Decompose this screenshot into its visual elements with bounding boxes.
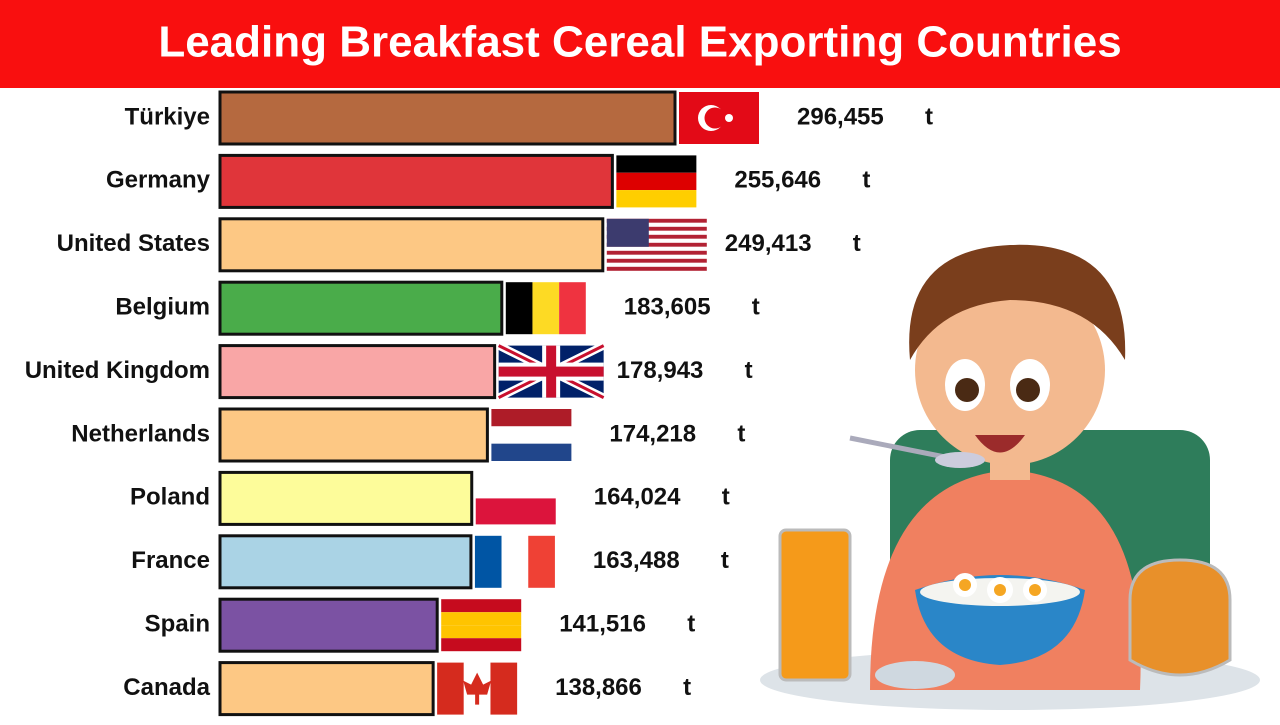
flag-stripe <box>491 409 572 427</box>
flag-stripe <box>490 662 518 715</box>
unit-label: t <box>752 294 760 321</box>
category-label: Belgium <box>115 294 210 321</box>
flag-stripe <box>559 282 586 335</box>
flag-stripe <box>532 282 560 335</box>
flag-stripe <box>491 426 572 444</box>
chart-title: Leading Breakfast Cereal Exporting Count… <box>158 18 1121 67</box>
illustration <box>760 244 1260 710</box>
flag-stripe <box>606 230 707 235</box>
flag-symbol <box>704 107 726 129</box>
unit-label: t <box>683 674 691 701</box>
flag-stripe <box>437 662 464 715</box>
flag-stripe <box>606 234 707 239</box>
flag-stripe <box>616 190 697 208</box>
flag-stripe <box>475 498 556 525</box>
flag-stripe <box>475 472 556 499</box>
flag-stripe <box>474 535 502 588</box>
value-label: 255,646 <box>734 167 821 194</box>
flag <box>606 218 707 271</box>
unit-label: t <box>721 547 729 574</box>
bar <box>218 217 605 273</box>
unit-label: t <box>853 230 861 257</box>
category-label: Spain <box>145 611 210 638</box>
bar <box>218 344 497 400</box>
bar <box>218 534 473 590</box>
flag-stripe <box>606 222 707 227</box>
category-label: France <box>131 547 210 574</box>
flag <box>475 472 556 525</box>
bar <box>218 661 435 717</box>
bar <box>218 597 439 653</box>
bar <box>218 470 474 526</box>
category-label: United States <box>57 230 210 257</box>
flag <box>616 155 697 208</box>
value-label: 164,024 <box>594 484 681 511</box>
flag <box>437 662 518 715</box>
bar <box>218 153 614 209</box>
bar <box>218 407 489 463</box>
category-label: Poland <box>130 484 210 511</box>
category-label: Germany <box>106 167 211 194</box>
flag-stripe <box>491 443 572 461</box>
flag-stripe <box>606 238 707 243</box>
unit-label: t <box>862 167 870 194</box>
flag-stripe <box>606 218 707 223</box>
title-bar <box>0 0 1280 88</box>
flag-stripe <box>616 172 697 191</box>
flag-stripe <box>441 599 522 613</box>
flag-stripe <box>606 250 707 255</box>
flag <box>441 599 522 652</box>
value-label: 141,516 <box>559 611 646 638</box>
flag-symbol <box>725 114 733 122</box>
category-label: United Kingdom <box>25 357 210 384</box>
value-label: 178,943 <box>617 357 704 384</box>
flag <box>496 342 606 402</box>
value-label: 138,866 <box>555 674 642 701</box>
flag-stripe <box>528 535 555 588</box>
flag-stripe <box>501 535 529 588</box>
bar <box>218 90 677 146</box>
flag <box>474 535 555 588</box>
flag-stripe <box>606 246 707 251</box>
flag-stripe <box>441 638 522 652</box>
unit-label: t <box>687 611 695 638</box>
bar <box>218 280 504 336</box>
value-label: 296,455 <box>797 103 884 130</box>
flag-stripe <box>441 612 522 626</box>
category-label: Türkiye <box>125 103 210 130</box>
flag-symbol <box>463 672 492 705</box>
flag-stripe <box>606 266 707 271</box>
value-label: 249,413 <box>725 230 812 257</box>
flag <box>679 92 759 144</box>
unit-label: t <box>745 357 753 384</box>
value-label: 174,218 <box>609 420 696 447</box>
flag <box>505 282 586 335</box>
unit-label: t <box>737 420 745 447</box>
value-label: 163,488 <box>593 547 680 574</box>
flag-canton <box>606 218 649 247</box>
category-label: Canada <box>123 674 210 701</box>
flag-stripe <box>606 258 707 263</box>
unit-label: t <box>722 484 730 511</box>
flag <box>491 409 572 461</box>
flag-stripe <box>606 262 707 267</box>
flag-stripe <box>606 254 707 259</box>
flag-stripe <box>505 282 533 335</box>
flag-stripe <box>606 226 707 231</box>
category-label: Netherlands <box>71 420 210 447</box>
flag-stripe <box>606 242 707 247</box>
flag-stripe <box>616 155 697 173</box>
flag-cross <box>498 366 604 377</box>
flag-stripe <box>441 625 522 639</box>
value-label: 183,605 <box>624 294 711 321</box>
unit-label: t <box>925 103 933 130</box>
